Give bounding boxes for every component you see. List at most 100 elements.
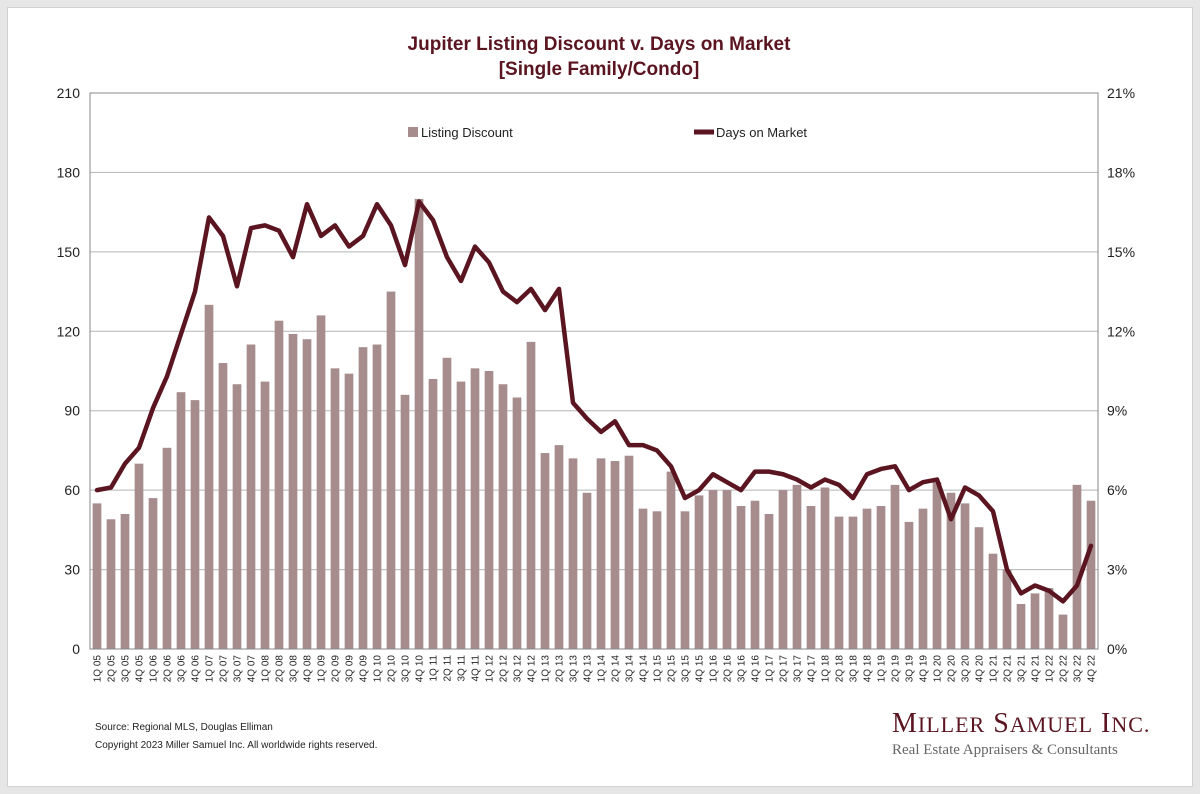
bar-listing-discount	[568, 458, 578, 649]
bar-listing-discount	[414, 198, 424, 649]
right-tick-label: 12%	[1107, 323, 1135, 339]
bar-listing-discount	[610, 461, 620, 649]
bar-listing-discount	[148, 498, 158, 649]
left-tick-label: 30	[64, 562, 80, 578]
left-tick-label: 210	[57, 85, 81, 101]
bar-listing-discount	[260, 381, 270, 649]
x-tick-label: 4Q 22	[1087, 655, 1098, 683]
bar-series-listing-discount	[92, 198, 1096, 649]
x-tick-label: 4Q 11	[471, 655, 482, 682]
x-tick-label: 4Q 12	[527, 655, 538, 683]
left-axis: 0 30 60 90 120 150 180 210	[57, 85, 81, 657]
x-tick-label: 1Q 11	[429, 655, 440, 682]
x-tick-label: 4Q 06	[191, 655, 202, 683]
x-tick-label: 4Q 21	[1031, 655, 1042, 683]
bar-listing-discount	[1002, 569, 1012, 649]
x-tick-label: 1Q 20	[933, 655, 944, 683]
x-tick-label: 1Q 19	[877, 655, 888, 683]
x-tick-label: 2Q 05	[107, 655, 118, 683]
line-series-days-on-market	[94, 199, 1094, 604]
x-tick-label: 1Q 17	[765, 655, 776, 683]
bar-listing-discount	[596, 458, 606, 649]
chart-title: Jupiter Listing Discount v. Days on Mark…	[408, 34, 792, 55]
bar-listing-discount	[190, 400, 200, 649]
plot-border	[89, 92, 1099, 650]
bar-listing-discount	[974, 527, 984, 649]
x-tick-label: 2Q 09	[331, 655, 342, 683]
bar-listing-discount	[288, 333, 298, 649]
x-tick-label: 1Q 10	[373, 655, 384, 683]
legend: Listing Discount Days on Market	[408, 125, 807, 140]
bar-listing-discount	[316, 315, 326, 649]
x-tick-label: 1Q 08	[261, 655, 272, 683]
bar-listing-discount	[960, 503, 970, 649]
bar-listing-discount	[1044, 588, 1054, 649]
left-tick-label: 150	[57, 244, 81, 260]
x-tick-label: 2Q 11	[443, 655, 454, 682]
bar-listing-discount	[456, 381, 466, 649]
right-tick-label: 18%	[1107, 164, 1135, 180]
line-days-on-market	[94, 199, 1094, 604]
x-tick-label: 4Q 05	[135, 655, 146, 683]
bar-listing-discount	[750, 500, 760, 649]
x-tick-label: 3Q 11	[457, 655, 468, 682]
x-tick-label: 2Q 21	[1003, 655, 1014, 683]
x-axis: 1Q 05 2Q 05 3Q 05 4Q 05 1Q 06 2Q 06 3Q 06 4Q 06…	[93, 655, 1098, 683]
bar-listing-discount	[358, 347, 368, 649]
right-axis: 0% 3% 6% 9% 12% 15% 18% 21%	[1107, 85, 1135, 657]
right-tick-label: 9%	[1107, 403, 1127, 419]
bar-listing-discount	[652, 511, 662, 649]
bar-listing-discount	[778, 490, 788, 649]
x-tick-label: 1Q 22	[1045, 655, 1056, 683]
x-tick-label: 3Q 15	[681, 655, 692, 683]
x-tick-label: 1Q 06	[149, 655, 160, 683]
right-tick-label: 21%	[1107, 85, 1135, 101]
bar-listing-discount	[862, 508, 872, 649]
bar-listing-discount	[764, 513, 774, 649]
bar-listing-discount	[134, 463, 144, 649]
bar-listing-discount	[400, 394, 410, 649]
bar-listing-discount	[834, 516, 844, 649]
x-tick-label: 3Q 21	[1017, 655, 1028, 683]
x-tick-label: 3Q 09	[345, 655, 356, 683]
bar-listing-discount	[624, 455, 634, 649]
x-tick-label: 4Q 19	[919, 655, 930, 683]
bar-listing-discount	[918, 508, 928, 649]
x-tick-label: 4Q 09	[359, 655, 370, 683]
x-tick-label: 3Q 18	[849, 655, 860, 683]
bar-listing-discount	[512, 397, 522, 649]
right-tick-label: 3%	[1107, 562, 1127, 578]
bar-listing-discount	[386, 291, 396, 649]
left-tick-label: 120	[57, 323, 81, 339]
gridlines	[90, 171, 1098, 571]
x-tick-label: 4Q 17	[807, 655, 818, 683]
legend-swatch-listing-discount	[408, 127, 418, 137]
bar-listing-discount	[848, 516, 858, 649]
bar-listing-discount	[876, 506, 886, 649]
chart-subtitle: [Single Family/Condo]	[499, 59, 700, 80]
x-tick-label: 3Q 16	[737, 655, 748, 683]
x-tick-label: 3Q 10	[401, 655, 412, 683]
x-tick-label: 4Q 18	[863, 655, 874, 683]
x-tick-label: 3Q 22	[1073, 655, 1084, 683]
bar-listing-discount	[92, 503, 102, 649]
right-tick-label: 0%	[1107, 641, 1127, 657]
bar-listing-discount	[330, 368, 340, 649]
x-tick-label: 1Q 07	[205, 655, 216, 683]
x-tick-label: 3Q 06	[177, 655, 188, 683]
x-tick-label: 1Q 09	[317, 655, 328, 683]
bar-listing-discount	[176, 392, 186, 649]
left-tick-label: 90	[64, 403, 80, 419]
x-tick-label: 1Q 05	[93, 655, 104, 683]
bar-listing-discount	[120, 513, 130, 649]
x-tick-label: 2Q 10	[387, 655, 398, 683]
x-tick-label: 1Q 18	[821, 655, 832, 683]
x-tick-label: 3Q 12	[513, 655, 524, 683]
x-tick-label: 2Q 19	[891, 655, 902, 683]
x-tick-label: 1Q 13	[541, 655, 552, 683]
x-tick-label: 1Q 12	[485, 655, 496, 683]
x-tick-label: 2Q 15	[667, 655, 678, 683]
x-tick-label: 3Q 05	[121, 655, 132, 683]
x-tick-label: 4Q 16	[751, 655, 762, 683]
